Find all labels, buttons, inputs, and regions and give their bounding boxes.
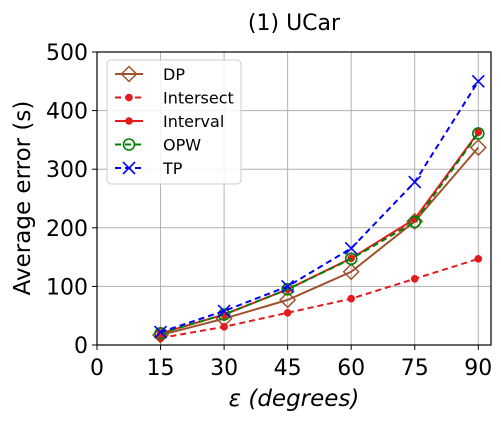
data-point-intersect bbox=[283, 308, 292, 317]
series-line-tp bbox=[160, 80, 480, 334]
data-point-opw bbox=[471, 127, 485, 140]
series-layer bbox=[151, 74, 487, 344]
data-point-tp bbox=[153, 325, 168, 339]
data-point-opw bbox=[408, 215, 422, 229]
series-line-intersect bbox=[160, 257, 479, 339]
x-axis-title: ε (degrees) bbox=[229, 386, 360, 412]
data-point-dp bbox=[342, 263, 360, 281]
legend-box bbox=[106, 59, 242, 185]
y-tick-label: 200 bbox=[46, 217, 88, 242]
x-tick-label: 15 bbox=[147, 356, 175, 381]
data-point-opw bbox=[344, 252, 358, 266]
x-tick-label: 60 bbox=[337, 356, 365, 381]
legend-item-intersect: Intersect bbox=[115, 89, 234, 108]
x-axis-unit: (degrees) bbox=[248, 386, 359, 412]
legend-marker bbox=[122, 138, 136, 151]
data-point-tp bbox=[344, 241, 358, 255]
data-point-tp bbox=[217, 304, 231, 318]
x-tick-label: 30 bbox=[210, 356, 238, 381]
data-point-interval bbox=[474, 128, 483, 137]
series-opw bbox=[154, 127, 485, 340]
y-axis-title: Average error (s) bbox=[10, 101, 36, 296]
data-point-tp bbox=[471, 74, 485, 88]
legend-label: TP bbox=[162, 159, 183, 178]
y-tick-label: 100 bbox=[46, 275, 88, 300]
legend-marker bbox=[120, 65, 138, 83]
series-line-dp bbox=[160, 146, 480, 337]
x-tick-label: 90 bbox=[464, 356, 492, 381]
legend-item-opw: OPW bbox=[115, 136, 201, 155]
legend-label: Interval bbox=[163, 112, 224, 131]
legend-label: DP bbox=[163, 65, 185, 84]
y-tick-label: 300 bbox=[46, 158, 88, 183]
data-point-tp bbox=[408, 175, 422, 189]
legend-item-dp: DP bbox=[115, 65, 185, 84]
chart-title: (1) UCar bbox=[248, 11, 341, 36]
x-tick-label: 45 bbox=[274, 356, 302, 381]
axis-ticks: 0 15 30 45 60 75 90 0 100 200 300 400 500 bbox=[46, 41, 492, 381]
data-point-intersect bbox=[410, 274, 419, 283]
legend-marker bbox=[125, 93, 133, 102]
data-point-intersect bbox=[474, 255, 483, 263]
data-point-opw bbox=[281, 283, 294, 296]
data-point-dp bbox=[469, 138, 487, 157]
data-point-intersect bbox=[347, 294, 355, 303]
series-line-opw bbox=[160, 132, 480, 335]
legend: DP Intersect Interval OPW TP bbox=[106, 59, 242, 185]
data-point-intersect bbox=[220, 323, 228, 331]
y-tick-label: 500 bbox=[46, 41, 88, 66]
plot-area-frame bbox=[96, 51, 492, 346]
x-axis-symbol: ε bbox=[229, 386, 241, 412]
legend-marker bbox=[125, 117, 133, 125]
legend-marker bbox=[122, 161, 136, 175]
data-point-opw bbox=[217, 308, 231, 321]
data-point-opw bbox=[154, 326, 167, 340]
data-point-tp bbox=[281, 279, 295, 293]
y-tick-label: 400 bbox=[46, 100, 88, 125]
y-tick-label: 0 bbox=[74, 334, 88, 359]
x-tick-label: 75 bbox=[401, 356, 429, 381]
legend-item-interval: Interval bbox=[115, 112, 224, 131]
legend-item-tp: TP bbox=[115, 159, 183, 178]
legend-label: OPW bbox=[163, 136, 201, 155]
data-point-dp bbox=[279, 291, 297, 309]
legend-label: Intersect bbox=[163, 89, 234, 108]
series-tp bbox=[153, 74, 485, 339]
x-tick-label: 0 bbox=[90, 356, 104, 381]
